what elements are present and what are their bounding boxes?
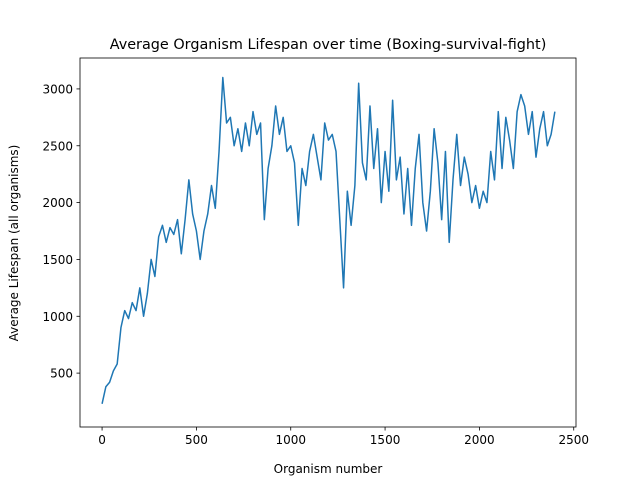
- x-tick-label: 1500: [370, 433, 401, 447]
- x-tick-label: 1000: [275, 433, 306, 447]
- y-tick-label: 1000: [42, 310, 73, 324]
- x-axis-label: Organism number: [274, 462, 383, 476]
- y-tick-label: 1500: [42, 253, 73, 267]
- y-tick-label: 2000: [42, 196, 73, 210]
- plot-frame: [79, 57, 577, 428]
- y-tick-label: 3000: [42, 82, 73, 96]
- x-tick-label: 2000: [464, 433, 495, 447]
- chart-title: Average Organism Lifespan over time (Box…: [110, 37, 547, 53]
- y-tick-label: 500: [50, 367, 73, 381]
- x-tick-label: 500: [185, 433, 208, 447]
- data-line: [101, 76, 556, 404]
- y-axis-label: Average Lifespan (all organisms): [7, 145, 21, 342]
- x-tick-label: 2500: [558, 433, 589, 447]
- y-tick-label: 2500: [42, 139, 73, 153]
- x-tick-label: 0: [98, 433, 106, 447]
